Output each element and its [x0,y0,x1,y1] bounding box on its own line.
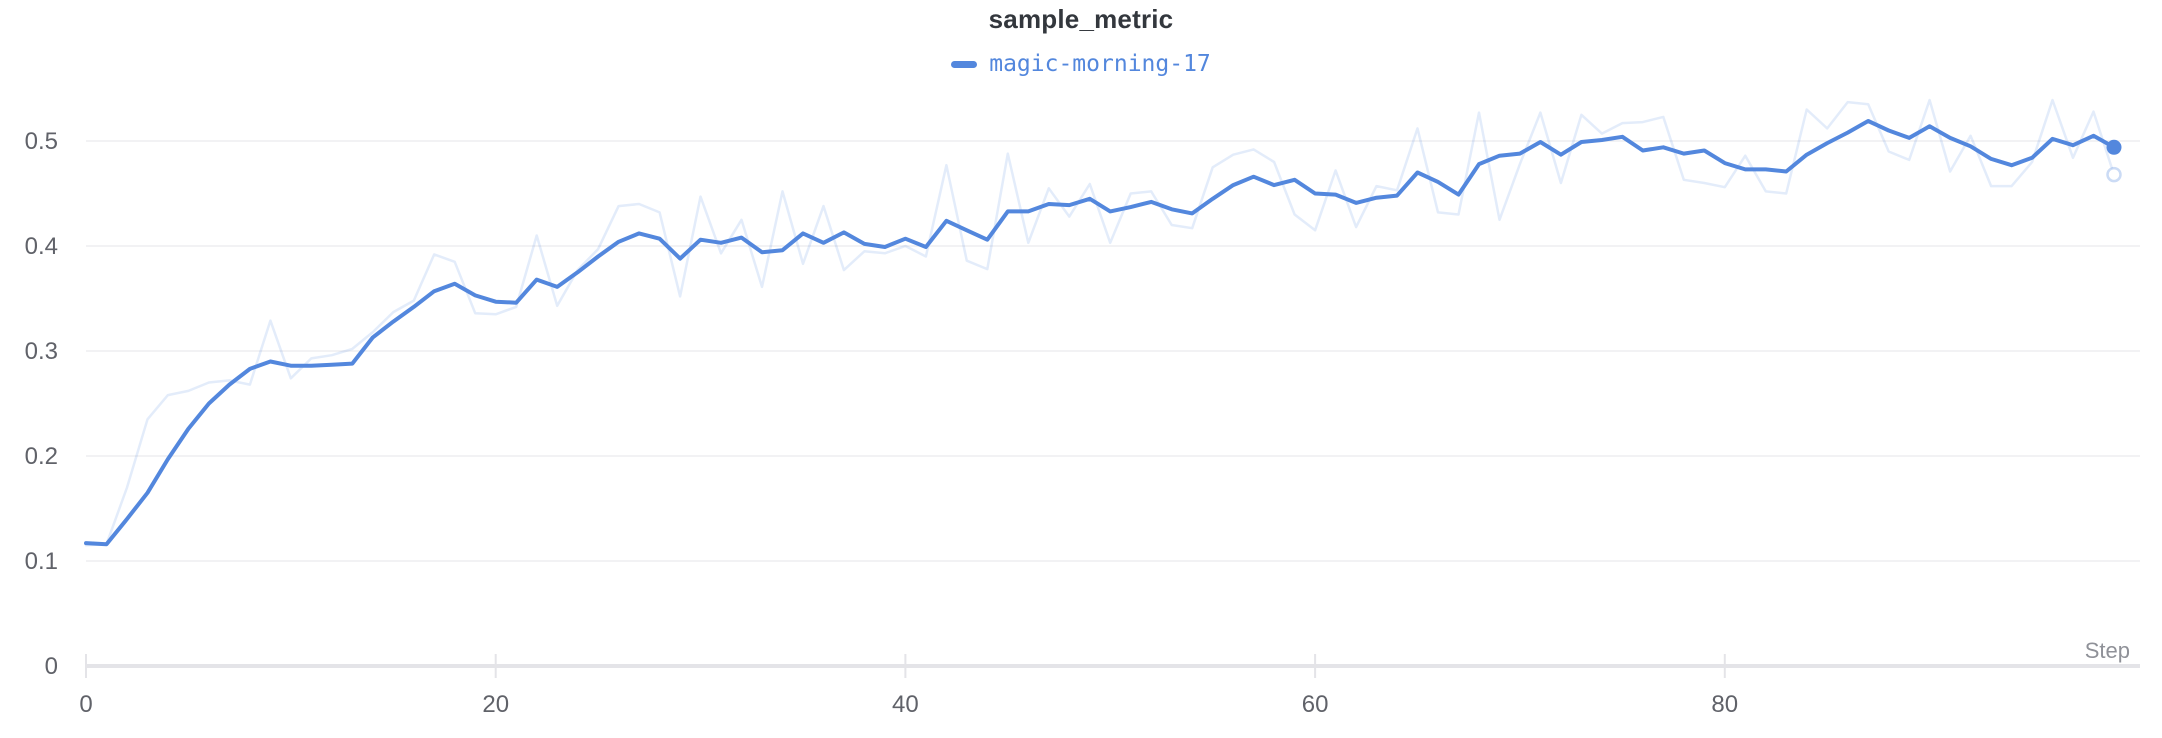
y-tick-label: 0.5 [25,128,58,155]
y-tick-label: 0.4 [25,233,58,260]
legend-run-name: magic-morning-17 [989,51,1211,77]
legend-color-dash [951,60,978,68]
x-tick-label: 80 [1711,691,1738,718]
smoothed-end-marker [2106,139,2122,155]
step-axis-label: Step [2085,638,2130,663]
x-tick-label: 20 [482,691,509,718]
y-tick-label: 0.3 [25,338,58,365]
x-tick-label: 40 [892,691,919,718]
y-tick-label: 0.2 [25,443,58,470]
x-tick-label: 0 [79,691,92,718]
y-tick-label: 0 [45,653,58,680]
panel-title: sample_metric [988,4,1174,34]
raw-end-marker [2106,166,2122,183]
y-tick-label: 0.1 [25,548,58,575]
raw-series-line [84,98,2116,547]
smoothed-series-line [84,119,2116,547]
x-tick-label: 60 [1302,691,1329,718]
legend[interactable]: magic-morning-17 [0,50,2162,78]
